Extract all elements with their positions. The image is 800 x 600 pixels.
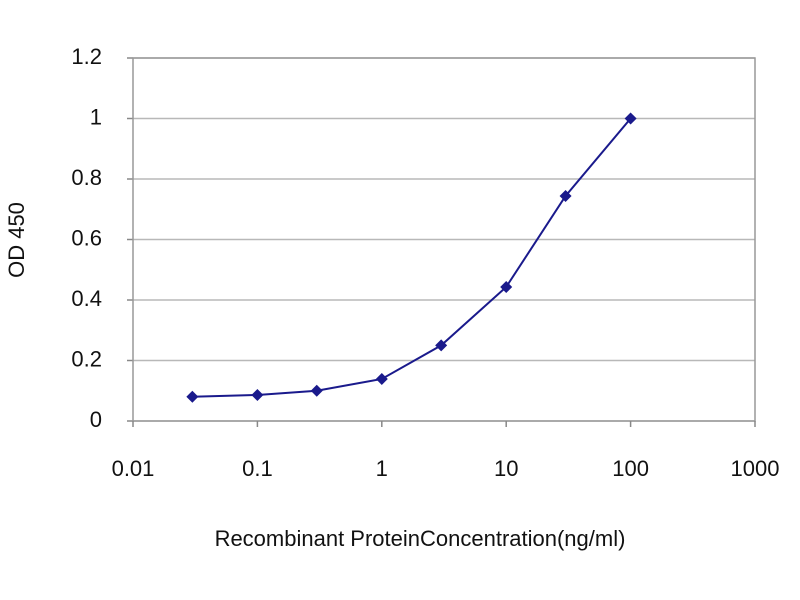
plot-border — [132, 57, 756, 422]
x-tick-label: 1000 — [731, 456, 780, 481]
x-tick-label: 10 — [494, 456, 518, 481]
y-tick-label: 0.8 — [71, 165, 102, 190]
x-tick-label: 0.1 — [242, 456, 273, 481]
data-point — [310, 384, 323, 397]
data-line — [192, 117, 632, 398]
y-tick-label: 0.4 — [71, 286, 102, 311]
y-tick-label: 0 — [90, 407, 102, 432]
y-tick-label: 1 — [90, 104, 102, 129]
data-point — [251, 388, 264, 401]
y-tick-label: 1.2 — [71, 44, 102, 69]
y-tick-label: 0.6 — [71, 225, 102, 250]
data-point — [435, 339, 448, 352]
y-axis-label: OD 450 — [4, 202, 29, 278]
x-axis-label: Recombinant ProteinConcentration(ng/ml) — [215, 526, 626, 551]
data-point — [186, 390, 199, 403]
x-tick-label: 100 — [612, 456, 649, 481]
data-point — [624, 112, 637, 125]
data-point — [500, 280, 513, 293]
data-point — [375, 372, 388, 385]
x-tick-label: 1 — [376, 456, 388, 481]
x-tick-label: 0.01 — [112, 456, 155, 481]
y-tick-label: 0.2 — [71, 346, 102, 371]
data-point — [559, 189, 572, 202]
